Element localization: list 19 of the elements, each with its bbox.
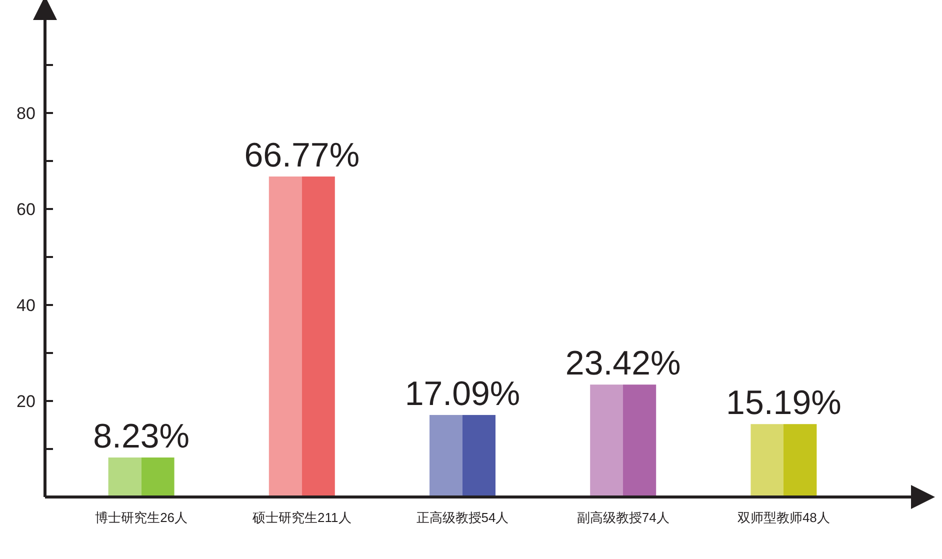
y-tick-label: 20 <box>16 392 36 411</box>
bar <box>108 457 174 497</box>
x-tick-label: 硕士研究生211人 <box>252 510 352 525</box>
bar <box>268 176 335 497</box>
x-tick-label: 正高级教授54人 <box>416 510 509 525</box>
data-label: 8.23% <box>93 417 190 456</box>
y-tick-label: 80 <box>16 104 36 123</box>
data-label: 66.77% <box>244 136 360 175</box>
y-tick-label: 60 <box>16 200 36 219</box>
bar <box>590 384 656 497</box>
x-tick-label: 副高级教授74人 <box>576 510 670 525</box>
x-tick-label: 博士研究生26人 <box>95 510 188 525</box>
bar <box>430 414 496 497</box>
x-tick-label: 双师型教师48人 <box>737 510 830 525</box>
data-label: 23.42% <box>565 344 681 383</box>
data-label: 15.19% <box>726 384 842 422</box>
data-label: 17.09% <box>404 374 520 413</box>
y-tick-label: 40 <box>16 296 36 315</box>
bar <box>750 424 817 497</box>
